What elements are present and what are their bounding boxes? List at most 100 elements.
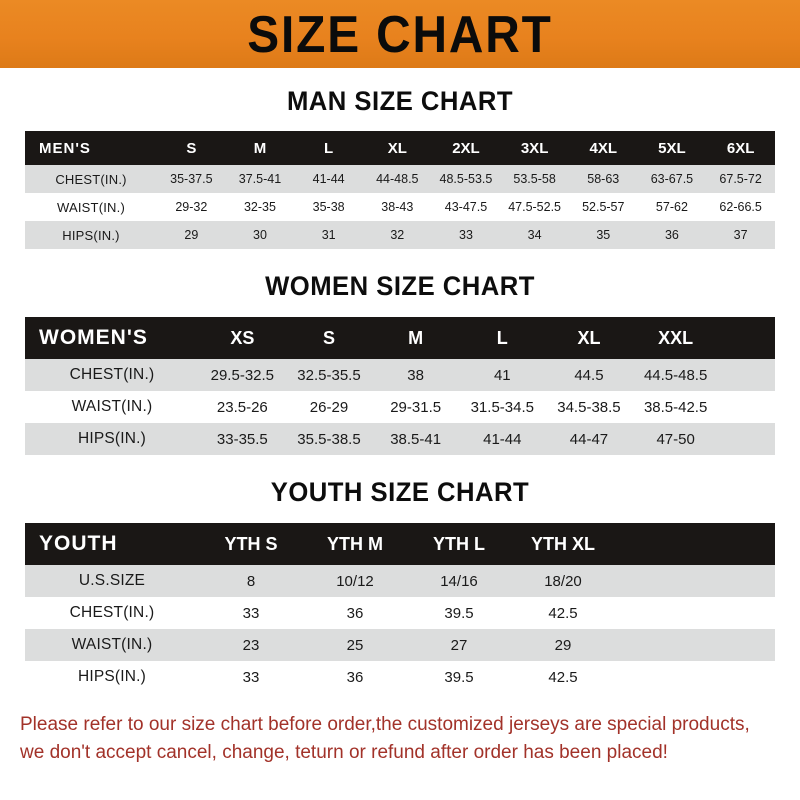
men-cell: 48.5-53.5 xyxy=(439,172,493,186)
men-table-body: CHEST(IN.) 35-37.5 37.5-41 41-44 44-48.5… xyxy=(25,165,775,249)
youth-table-body: U.S.SIZE 8 10/12 14/16 18/20 CHEST(IN.) … xyxy=(25,565,775,693)
table-row: HIPS(IN.) 29 30 31 32 33 34 35 36 37 xyxy=(25,221,775,249)
men-cell: 35-37.5 xyxy=(170,172,213,186)
women-size-section: WOMEN SIZE CHART WOMEN'S XS S M L XL XXL… xyxy=(0,271,800,455)
men-cell: 30 xyxy=(253,228,267,242)
table-row: CHEST(IN.) 33 36 39.5 42.5 xyxy=(25,597,775,629)
men-row-label: WAIST(IN.) xyxy=(57,199,125,215)
men-cell: 32-35 xyxy=(243,200,276,214)
men-table-head: MEN'S S M L XL 2XL 3XL 4XL 5XL 6XL xyxy=(25,131,775,165)
men-cell: 67.5-72 xyxy=(719,172,762,186)
women-cell: 26-29 xyxy=(309,398,349,416)
men-cell: 53.5-58 xyxy=(513,172,556,186)
youth-cell: 25 xyxy=(346,636,364,654)
women-cell: 23.5-26 xyxy=(216,398,268,416)
men-size-table: MEN'S S M L XL 2XL 3XL 4XL 5XL 6XL CHEST… xyxy=(25,131,775,249)
women-cell: 35.5-38.5 xyxy=(297,430,361,448)
table-row: HIPS(IN.) 33 36 39.5 42.5 xyxy=(25,661,775,693)
women-row-label: WAIST(IN.) xyxy=(71,398,153,415)
youth-column-header: YTH XL xyxy=(530,533,595,554)
page-title: SIZE CHART xyxy=(247,6,553,64)
women-column-header: S xyxy=(322,327,335,348)
men-cell: 32 xyxy=(390,228,405,242)
women-cell: 41-44 xyxy=(483,430,522,448)
youth-size-table: YOUTH YTH S YTH M YTH L YTH XL U.S.SIZE … xyxy=(25,523,775,693)
women-row-label: CHEST(IN.) xyxy=(69,366,155,383)
youth-cell: 33 xyxy=(242,604,260,622)
youth-cell: 42.5 xyxy=(548,604,578,622)
men-cell: 58-63 xyxy=(587,172,620,186)
youth-column-header: YTH M xyxy=(327,533,383,554)
page-banner: SIZE CHART xyxy=(0,0,800,68)
youth-spacer-cell xyxy=(615,523,775,565)
men-cell: 35 xyxy=(596,228,611,242)
men-cell: 34 xyxy=(527,228,542,242)
table-row: WAIST(IN.) 29-32 32-35 35-38 38-43 43-47… xyxy=(25,193,775,221)
youth-spacer-cell xyxy=(615,565,775,597)
youth-cell: 27 xyxy=(450,636,468,654)
youth-row-label: U.S.SIZE xyxy=(78,572,146,589)
women-cell: 34.5-38.5 xyxy=(557,398,621,416)
men-size-section: MAN SIZE CHART MEN'S S M L XL 2XL 3XL 4X… xyxy=(0,86,800,249)
table-row: HIPS(IN.) 33-35.5 35.5-38.5 38.5-41 41-4… xyxy=(25,423,775,455)
men-cell: 37.5-41 xyxy=(238,172,282,186)
footer-line-1: Please refer to our size chart before or… xyxy=(20,714,750,735)
men-cell: 52.5-57 xyxy=(582,200,625,214)
youth-cell: 39.5 xyxy=(444,604,474,622)
youth-cell: 36 xyxy=(346,668,364,686)
women-column-header: XL xyxy=(577,327,601,348)
men-cell: 29-32 xyxy=(175,200,208,214)
women-cell: 44.5 xyxy=(574,366,604,384)
table-row: CHEST(IN.) 35-37.5 37.5-41 41-44 44-48.5… xyxy=(25,165,775,193)
women-column-header: XXL xyxy=(658,327,694,348)
men-cell: 47.5-52.5 xyxy=(508,200,562,214)
women-cell: 41 xyxy=(493,366,511,384)
men-column-header: 3XL xyxy=(520,139,549,157)
women-cell: 38 xyxy=(407,366,424,384)
women-spacer-cell xyxy=(719,359,775,391)
men-column-header: M xyxy=(253,139,267,157)
men-cell: 57-62 xyxy=(655,200,688,214)
youth-cell: 36 xyxy=(346,604,364,622)
youth-cell: 8 xyxy=(246,572,256,590)
women-header-row: WOMEN'S XS S M L XL XXL xyxy=(25,317,775,359)
women-column-header: XS xyxy=(230,327,255,348)
women-cell: 31.5-34.5 xyxy=(470,398,534,416)
youth-header-row: YOUTH YTH S YTH M YTH L YTH XL xyxy=(25,523,775,565)
women-size-table: WOMEN'S XS S M L XL XXL CHEST(IN.) 29.5-… xyxy=(25,317,775,455)
women-cell: 29-31.5 xyxy=(390,398,442,416)
men-column-header: 4XL xyxy=(589,139,618,157)
youth-cell: 18/20 xyxy=(544,572,582,590)
men-cell: 44-48.5 xyxy=(376,172,419,186)
youth-size-section: YOUTH SIZE CHART YOUTH YTH S YTH M YTH L… xyxy=(0,477,800,693)
men-cell: 31 xyxy=(321,228,336,242)
men-cell: 36 xyxy=(664,228,679,242)
women-table-head: WOMEN'S XS S M L XL XXL xyxy=(25,317,775,359)
table-row: U.S.SIZE 8 10/12 14/16 18/20 xyxy=(25,565,775,597)
men-row-label: CHEST(IN.) xyxy=(55,171,127,187)
youth-spacer-cell xyxy=(615,629,775,661)
youth-cell: 42.5 xyxy=(548,668,578,686)
men-header-label: MEN'S xyxy=(39,139,91,157)
men-row-label: HIPS(IN.) xyxy=(62,227,120,243)
men-cell: 62-66.5 xyxy=(719,200,762,214)
youth-column-header: YTH L xyxy=(433,533,485,554)
table-row: WAIST(IN.) 23 25 27 29 xyxy=(25,629,775,661)
men-column-header: 5XL xyxy=(658,139,686,157)
men-header-row: MEN'S S M L XL 2XL 3XL 4XL 5XL 6XL xyxy=(25,131,775,165)
men-cell: 37 xyxy=(733,228,748,242)
youth-column-header: YTH S xyxy=(224,533,278,554)
women-row-label: HIPS(IN.) xyxy=(77,430,147,447)
women-column-header: L xyxy=(496,327,508,348)
men-column-header: L xyxy=(324,139,334,157)
youth-cell: 23 xyxy=(242,636,260,654)
men-column-header: S xyxy=(186,139,197,157)
women-spacer-cell xyxy=(719,317,775,359)
youth-row-label: HIPS(IN.) xyxy=(77,668,147,685)
youth-header-label: YOUTH xyxy=(39,532,118,555)
men-column-header: XL xyxy=(387,139,407,157)
women-spacer-cell xyxy=(719,423,775,455)
women-cell: 47-50 xyxy=(656,430,695,448)
women-table-body: CHEST(IN.) 29.5-32.5 32.5-35.5 38 41 44.… xyxy=(25,359,775,455)
men-cell: 33 xyxy=(459,228,473,242)
